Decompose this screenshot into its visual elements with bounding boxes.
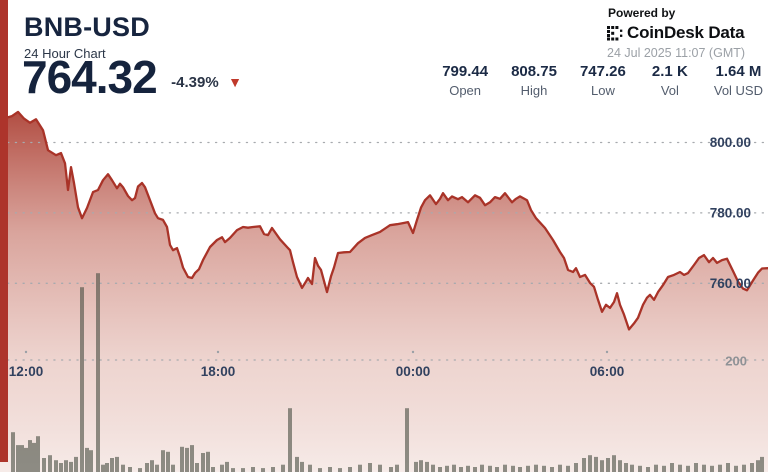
price-area-fill [0,111,768,472]
svg-text:780.00: 780.00 [710,205,751,220]
stat-low: 747.26 Low [580,63,626,98]
timestamp: 24 Jul 2025 11:07 (GMT) [607,46,746,60]
symbol-title: BNB-USD [24,12,150,42]
stat-vol-usd-label: Vol USD [713,83,763,98]
svg-text:00:00: 00:00 [396,364,431,379]
attribution-block: Powered by CoinDesk Data 24 Jul 2025 11:… [607,6,745,60]
svg-text:800.00: 800.00 [710,135,751,150]
svg-text:12:00: 12:00 [9,364,44,379]
stat-vol-label: Vol [660,83,679,98]
svg-text:06:00: 06:00 [590,364,625,379]
stat-open-value: 799.44 [442,63,489,80]
coindesk-logo[interactable]: CoinDesk Data [607,23,745,43]
ohlcv-stats-row: 799.44 Open 808.75 High 747.26 Low 2.1 K… [442,63,763,98]
stat-vol: 2.1 K Vol [649,63,691,98]
stat-vol-usd-value: 1.64 M [715,63,762,80]
chart-header: BNB-USD 24 Hour Chart [24,12,150,61]
stat-high-label: High [520,83,548,98]
stat-high: 808.75 High [511,63,557,98]
svg-text:200: 200 [725,354,747,369]
brand-name: CoinDesk Data [627,23,745,42]
stat-high-value: 808.75 [511,63,557,80]
svg-text:760.00: 760.00 [710,276,751,291]
stat-low-label: Low [590,83,615,98]
price-line [0,110,768,331]
axis-labels: 800.00 780.00 760.00 200 12:00 18:00 00:00 06:0… [9,135,751,379]
change-percent: -4.39% [171,74,219,91]
volume-bars [11,273,764,472]
svg-text:18:00: 18:00 [201,364,236,379]
current-price: 764.32 [22,51,158,103]
stat-open-label: Open [449,83,482,98]
coindesk-logo-icon [607,25,623,40]
chart-subtitle: 24 Hour Chart [24,45,106,61]
stat-low-value: 747.26 [579,63,626,80]
gridlines [0,141,768,361]
stat-open: 799.44 Open [442,63,488,98]
left-accent-bar [0,0,8,462]
down-arrow-icon: ▼ [228,74,242,90]
stat-vol-usd: 1.64 M Vol USD [714,63,763,98]
powered-by-label: Powered by [608,6,676,20]
price-row: 764.32 -4.39% ▼ [22,54,242,100]
stat-vol-value: 2.1 K [651,63,688,80]
